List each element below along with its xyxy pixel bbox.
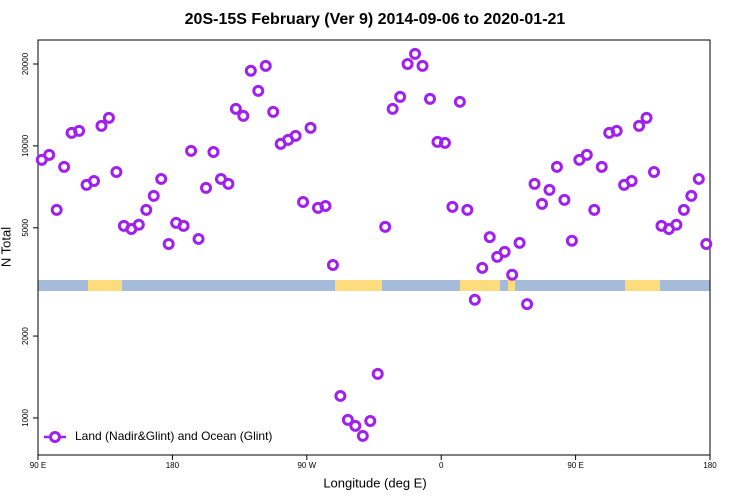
point xyxy=(521,298,534,311)
point xyxy=(625,174,638,187)
point xyxy=(132,218,145,231)
point xyxy=(371,367,384,380)
point xyxy=(468,293,481,306)
point xyxy=(550,160,563,173)
point xyxy=(453,95,466,108)
point xyxy=(147,189,160,202)
point xyxy=(476,261,489,274)
point xyxy=(341,413,354,426)
y-tick-label: 2000 xyxy=(21,327,30,345)
point xyxy=(95,119,108,132)
point xyxy=(416,59,429,72)
point xyxy=(229,102,242,115)
point xyxy=(162,237,175,250)
point xyxy=(595,160,608,173)
point xyxy=(200,181,212,194)
point xyxy=(558,193,571,206)
point xyxy=(536,197,548,210)
point xyxy=(565,234,578,247)
point xyxy=(424,92,436,105)
point xyxy=(110,165,123,178)
x-tick-label: 180 xyxy=(703,461,717,470)
point xyxy=(692,172,705,185)
point xyxy=(356,429,369,442)
point xyxy=(401,57,414,70)
point xyxy=(185,144,198,157)
land-ocean-strip xyxy=(38,280,710,291)
point xyxy=(640,111,653,124)
point xyxy=(386,102,399,115)
plot-frame xyxy=(37,39,711,456)
y-tick-label: 20000 xyxy=(21,52,30,75)
x-tick-label: 90 W xyxy=(297,461,316,470)
point xyxy=(297,195,310,208)
point xyxy=(88,174,100,187)
point xyxy=(140,203,153,216)
point xyxy=(289,129,302,142)
point xyxy=(267,105,280,118)
point xyxy=(252,84,265,97)
y-tick-label: 10000 xyxy=(21,134,30,157)
point xyxy=(498,245,511,258)
point xyxy=(379,220,392,233)
point xyxy=(700,237,713,250)
point xyxy=(438,136,451,149)
point xyxy=(580,148,593,161)
point xyxy=(670,218,683,231)
point xyxy=(483,231,496,244)
point xyxy=(543,183,556,196)
point xyxy=(43,148,56,161)
point xyxy=(334,389,347,402)
point xyxy=(326,258,339,271)
point xyxy=(685,189,698,202)
point xyxy=(394,90,407,103)
point xyxy=(50,203,63,216)
point xyxy=(513,236,526,249)
point xyxy=(610,124,623,137)
point xyxy=(648,165,660,178)
x-axis-label: Longitude (deg E) xyxy=(323,475,426,490)
point xyxy=(409,47,422,60)
point xyxy=(304,121,317,134)
point xyxy=(588,203,601,216)
point xyxy=(446,200,459,213)
x-tick-label: 90 E xyxy=(567,461,583,470)
point xyxy=(461,203,474,216)
legend-marker xyxy=(49,431,61,443)
point xyxy=(155,172,168,185)
point xyxy=(237,109,250,122)
point xyxy=(222,177,235,190)
point xyxy=(633,119,646,132)
chart-title: 20S-15S February (Ver 9) 2014-09-06 to 2… xyxy=(185,11,566,28)
point xyxy=(177,219,190,232)
point xyxy=(192,232,205,245)
y-tick-label: 5000 xyxy=(21,218,30,236)
point xyxy=(677,203,690,216)
y-tick-label: 1000 xyxy=(21,409,30,427)
point xyxy=(207,145,220,158)
point xyxy=(319,200,332,213)
x-tick-label: 90 E xyxy=(30,461,46,470)
point xyxy=(102,111,115,124)
point xyxy=(506,268,519,281)
y-axis-label: N Total xyxy=(0,227,13,267)
x-tick-label: 180 xyxy=(166,461,180,470)
legend-label: Land (Nadir&Glint) and Ocean (Glint) xyxy=(75,429,272,443)
point xyxy=(244,64,257,77)
point xyxy=(349,419,362,432)
point xyxy=(73,124,86,137)
point xyxy=(259,59,272,72)
point xyxy=(58,160,71,173)
point xyxy=(364,414,377,427)
point xyxy=(528,177,541,190)
x-tick-label: 0 xyxy=(439,461,444,470)
